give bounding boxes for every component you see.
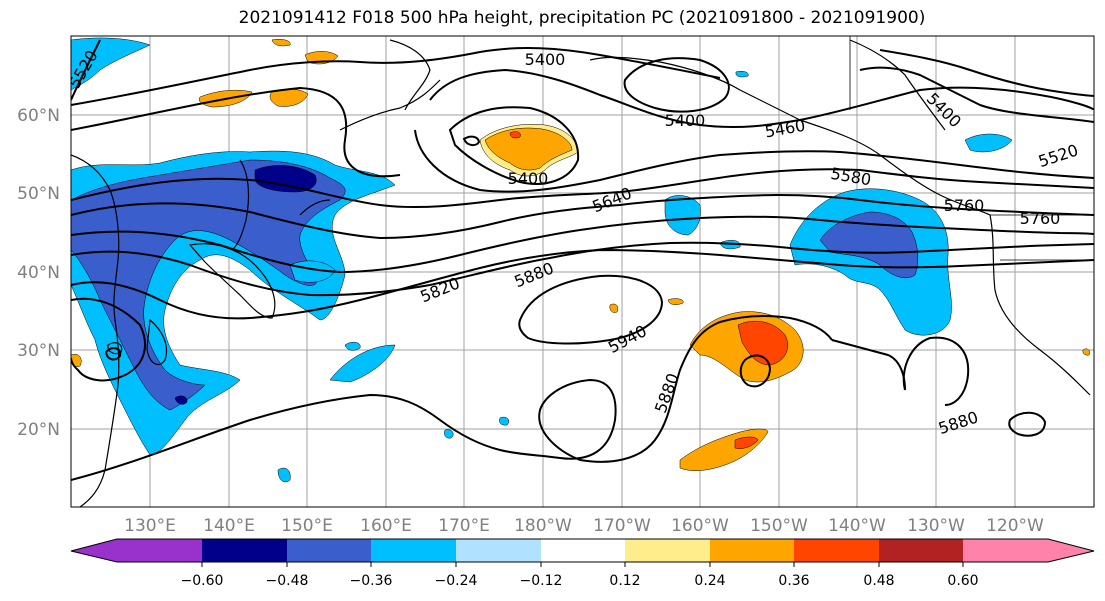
lon-label: 140°E xyxy=(203,516,255,536)
colorbar-tick-label: −0.24 xyxy=(435,573,478,589)
colorbar-segment xyxy=(287,539,371,562)
colorbar-segment xyxy=(71,539,202,562)
map-panel: 5400 5400 5400 5400 5460 5520 5520 5580 … xyxy=(70,35,1095,508)
lon-label: 170°E xyxy=(438,516,490,536)
colorbar-tick-label: 0.12 xyxy=(609,573,640,589)
colorbar-tick-label: −0.60 xyxy=(181,573,224,589)
negative-precip-areas xyxy=(71,37,1013,483)
contour-label: 5400 xyxy=(665,111,706,130)
lon-label: 150°W xyxy=(750,516,808,536)
colorbar: −0.60 −0.48 −0.36 −0.24 −0.12 0.12 0.24 … xyxy=(70,538,1095,589)
colorbar-tick-label: 0.24 xyxy=(694,573,725,589)
colorbar-tick-label: −0.48 xyxy=(266,573,309,589)
contour-label: 5400 xyxy=(525,50,566,69)
lat-label: 50°N xyxy=(17,184,60,204)
lon-label: 180°W xyxy=(514,516,572,536)
lon-label: 130°W xyxy=(907,516,965,536)
colorbar-segment xyxy=(963,539,1094,562)
contour-label: 5400 xyxy=(508,169,549,188)
colorbar-tick-label: 0.48 xyxy=(863,573,894,589)
colorbar-segment xyxy=(202,539,287,562)
colorbar-segment xyxy=(371,539,456,562)
colorbar-tick-label: 0.60 xyxy=(947,573,978,589)
colorbar-segment xyxy=(625,539,710,562)
lon-label: 150°E xyxy=(281,516,333,536)
contour-label: 5760 xyxy=(944,196,985,215)
lon-label: 160°E xyxy=(360,516,412,536)
colorbar-tick-label: −0.12 xyxy=(520,573,563,589)
lat-label: 20°N xyxy=(17,420,60,440)
lat-label: 40°N xyxy=(17,263,60,283)
map-frame xyxy=(70,35,1095,508)
colorbar-outline xyxy=(70,538,1095,563)
latitude-labels: 60°N 50°N 40°N 30°N 20°N xyxy=(17,106,60,440)
lon-label: 170°W xyxy=(593,516,651,536)
colorbar-segment xyxy=(794,539,879,562)
lon-label: 130°E xyxy=(124,516,176,536)
lat-label: 30°N xyxy=(17,341,60,361)
colorbar-segment xyxy=(456,539,541,562)
longitude-labels: 130°E 140°E 150°E 160°E 170°E 180°W 170°… xyxy=(124,516,1044,536)
contour-label: 5760 xyxy=(1020,209,1061,228)
colorbar-segment xyxy=(879,539,963,562)
colorbar-tick-label: 0.36 xyxy=(778,573,809,589)
colorbar-segment xyxy=(710,539,794,562)
lon-label: 160°W xyxy=(671,516,729,536)
height-contours xyxy=(71,39,1094,481)
lat-label: 60°N xyxy=(17,106,60,126)
map-title: 2021091412 F018 500 hPa height, precipit… xyxy=(238,8,926,28)
colorbar-tick-label: −0.36 xyxy=(350,573,393,589)
positive-precip-areas xyxy=(71,38,1090,471)
colorbar-segment xyxy=(541,539,625,562)
lon-label: 120°W xyxy=(986,516,1044,536)
lon-label: 140°W xyxy=(828,516,886,536)
